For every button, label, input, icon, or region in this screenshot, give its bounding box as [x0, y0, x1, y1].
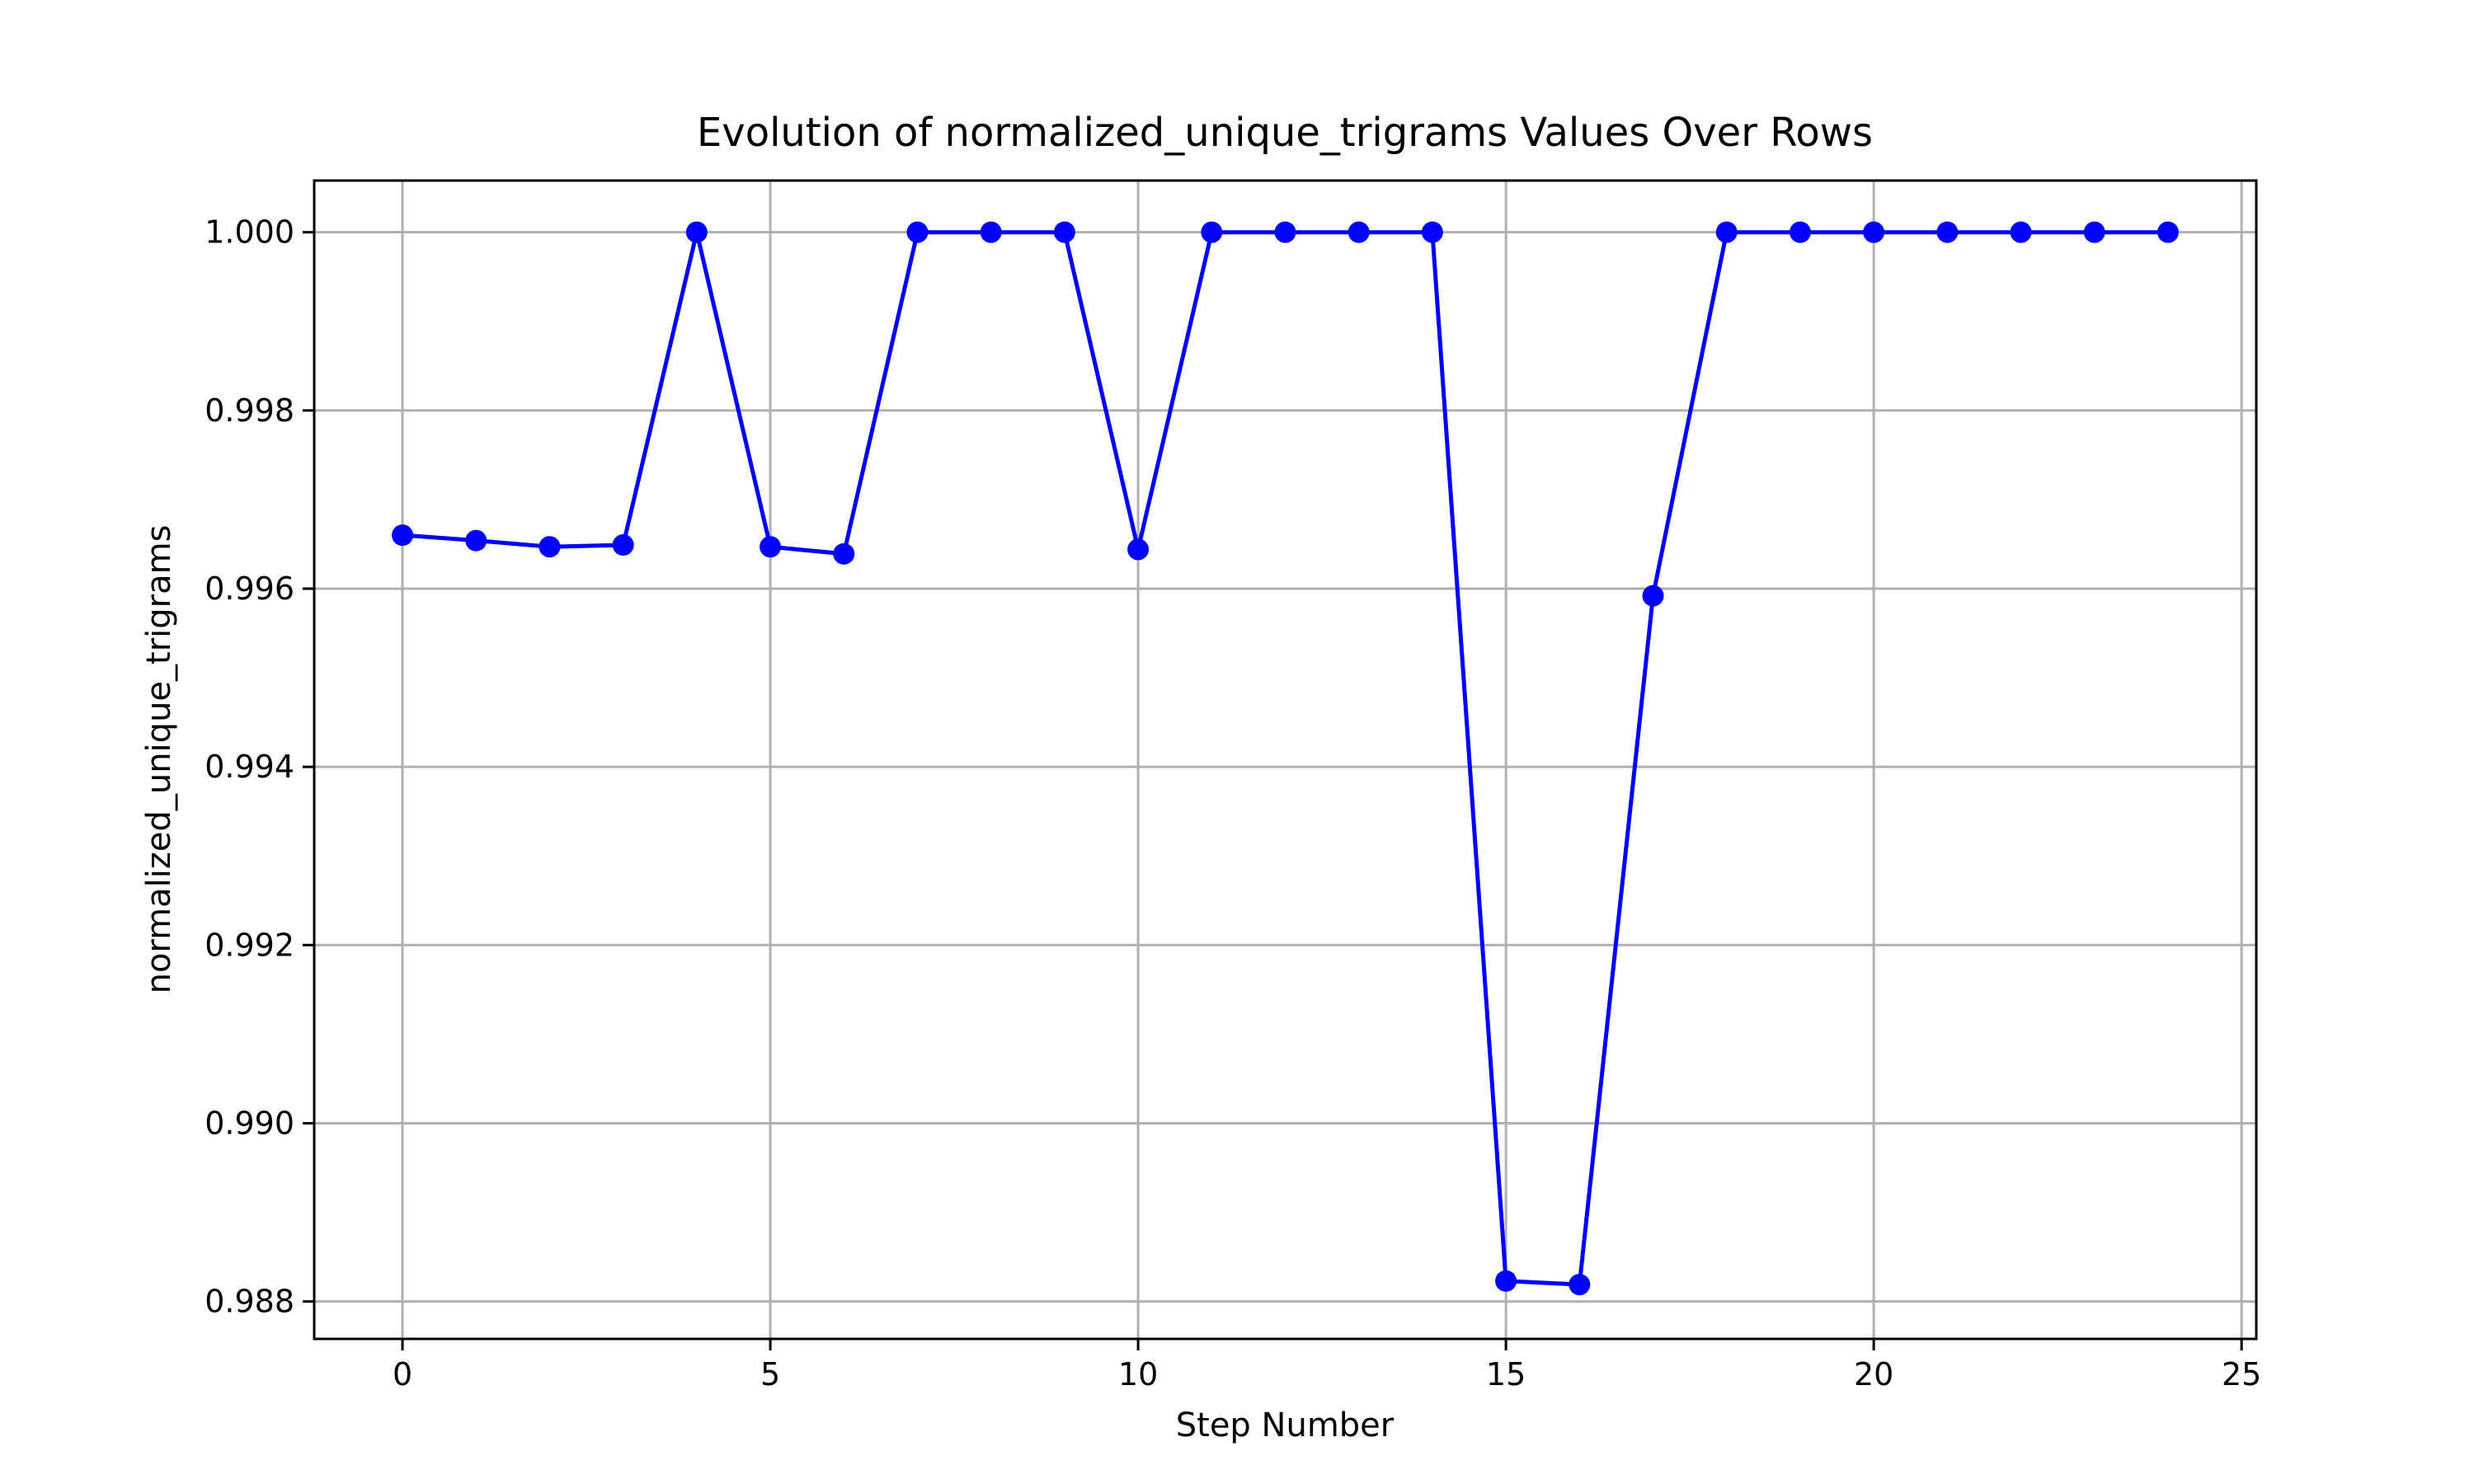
data-point	[833, 542, 855, 565]
x-tick-label: 20	[1854, 1356, 1893, 1392]
data-point	[980, 221, 1002, 243]
series-layer	[392, 221, 2179, 1296]
data-point	[539, 536, 561, 558]
x-tick-label: 0	[393, 1356, 412, 1392]
data-point	[1569, 1274, 1591, 1296]
y-tick-label: 0.994	[205, 749, 294, 785]
data-point	[1715, 221, 1738, 243]
data-point	[760, 536, 782, 558]
x-tick-label: 25	[2222, 1356, 2261, 1392]
data-point	[1127, 538, 1150, 561]
data-point	[1053, 221, 1075, 243]
x-axis-label: Step Number	[1176, 1407, 1395, 1444]
y-tick-label: 1.000	[205, 214, 294, 251]
x-tick-label: 5	[760, 1356, 780, 1392]
y-tick-label: 0.988	[205, 1284, 294, 1320]
data-point	[1642, 585, 1664, 607]
data-point	[2157, 221, 2179, 243]
chart-title: Evolution of normalized_unique_trigrams …	[697, 110, 1873, 156]
y-tick-label: 0.998	[205, 392, 294, 429]
y-tick-label: 0.992	[205, 927, 294, 963]
data-point	[1789, 221, 1811, 243]
data-point	[1936, 221, 1959, 243]
data-point	[392, 524, 414, 547]
x-tick-label: 10	[1118, 1356, 1158, 1392]
data-point	[1863, 221, 1885, 243]
data-point	[906, 221, 929, 243]
y-tick-label: 0.990	[205, 1105, 294, 1141]
data-point	[685, 221, 708, 243]
y-axis-label: normalized_unique_trigrams	[140, 525, 178, 994]
x-tick-label: 15	[1486, 1356, 1526, 1392]
data-point	[2083, 221, 2105, 243]
axes-ticks: 0 5 10 15 20 25 0.988 0.990 0.992 0.994 0.996 0.998…	[205, 214, 2261, 1392]
plot-frame	[313, 179, 2258, 1341]
data-point	[2010, 221, 2032, 243]
data-point	[1421, 221, 1443, 243]
data-point	[465, 529, 487, 552]
data-point	[1495, 1270, 1517, 1292]
data-point	[1274, 221, 1296, 243]
y-tick-label: 0.996	[205, 571, 294, 607]
data-point	[612, 534, 634, 556]
data-point	[1201, 221, 1223, 243]
data-point	[1348, 221, 1370, 243]
